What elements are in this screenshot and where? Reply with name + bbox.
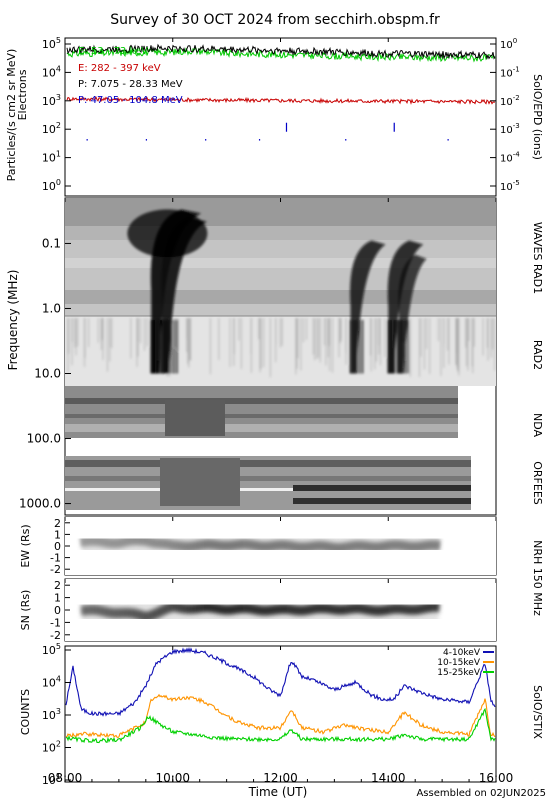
epd-ytick-label: 105 [42,36,61,51]
nrh-label: NRH 150 MHz [531,540,544,616]
orfees-stripe-1 [65,460,471,467]
orfees-label: ORFEES [531,461,544,505]
nrh-ytick-label: 2 [54,579,61,592]
rad2-label: RAD2 [531,340,544,370]
epd-ytick-label: 104 [42,64,61,79]
radio-spectrogram [65,198,496,510]
time-tick-label: 16:00 [479,771,514,785]
nda-stripe-3 [65,424,458,432]
stix-legend-2: 10-15keV [437,658,481,668]
nda-stripe-1 [65,398,458,404]
epd-y2tick-label: 10-5 [500,179,520,193]
time-tick-label: 14:00 [371,771,406,785]
radio-burst-core [127,209,208,258]
epd-y2tick-label: 100 [500,37,517,51]
stix-series-line [65,707,496,744]
epd-p2-point [145,139,148,141]
stix-instrument-label: SoIO/STIX [531,685,544,739]
nrh-ytick-label: 0 [54,540,61,553]
epd-y2tick-label: 10-4 [500,151,520,165]
epd-y2tick-label: 10-3 [500,122,520,136]
spec-ytick-label: 1.0 [42,301,61,315]
epd-ytick-label: 102 [42,121,61,136]
epd-ytick-label: 100 [42,178,61,193]
nrh-sn-ylabel: SN (Rs) [19,590,32,631]
stix-series-line [65,646,496,717]
epd-lines [66,43,496,141]
spec-ytick-label: 1000.0 [19,497,61,511]
spec-ytick-label: 0.1 [42,236,61,250]
spectrogram-ylabel: Frequency (MHz) [6,270,20,371]
stix-lines [65,646,496,744]
epd-p2-point [447,139,449,141]
x-axis-label: Time (UT) [248,785,308,799]
epd-series-line [66,96,496,105]
epd-ytick-label: 101 [42,150,61,165]
epd-legend-p1: P: 7.075 - 28.33 MeV [78,79,183,90]
nrh-sn-source-trace [80,601,440,622]
radio-burst [349,240,386,374]
stix-legend-3: 15-25keV [437,668,481,678]
stix-ytick-label: 104 [42,675,61,690]
time-tick-label: 08:00 [48,771,83,785]
epd-p2-point [86,139,88,141]
orfees-stripe-2 [65,476,471,481]
epd-p2-point [285,122,288,132]
epd-ytick-label: 103 [42,93,61,108]
stix-legend-1: 4-10keV [443,648,481,658]
stix-series-line [66,693,496,739]
epd-y2tick-label: 10-1 [500,65,520,79]
radio-bursts [67,209,496,378]
epd-p2-point [205,139,207,141]
epd-ylabel-2: Electrons [16,69,29,120]
rad1-top-band [65,198,496,226]
time-tick-label: 10:00 [155,771,190,785]
time-tick-label: 12:00 [263,771,298,785]
nrh-ew-heatmap [65,517,496,575]
nrh-ytick-label: 1 [54,528,61,541]
epd-p2-point [258,139,261,141]
nrh-ytick-label: -1 [50,552,61,565]
nda-stripe-2 [65,414,458,418]
stix-ytick-label: 103 [42,707,61,722]
nrh-ytick-label: -1 [50,616,61,629]
assembled-footer: Assembled on 02JUN2025 [416,788,546,799]
orfees-dark-stripe [293,485,471,491]
spec-ytick-label: 100.0 [27,432,61,446]
nrh-ytick-label: 0 [54,604,61,617]
nrh-sn-heatmap [65,579,496,641]
figure-title: Survey of 30 OCT 2024 from secchirh.obsp… [110,12,440,28]
epd-p2-point [393,122,395,132]
nrh-ew-halo [79,525,442,563]
stix-ytick-label: 102 [42,740,61,755]
epd-panel-frame [64,37,497,197]
stix-ylabel: COUNTS [19,689,32,735]
nda-label: NDA [531,413,544,438]
epd-series-line [66,43,496,60]
nrh-ytick-label: -2 [50,629,61,642]
nrh-ytick-label: -2 [50,563,61,576]
epd-legend-e1: E: 53 - 73 keV [78,46,148,57]
rad1-band-4 [65,290,496,304]
nrh-ytick-label: 2 [54,517,61,530]
epd-legend-p2: P: 47.05 - 104.8 MeV [78,95,183,106]
stix-panel-frame [64,645,497,783]
epd-legend-e2: E: 282 - 397 keV [78,63,161,74]
epd-p2-point [345,139,347,141]
waves-label: WAVES RAD1 [531,222,544,294]
orfees-burst-patch [160,458,240,506]
nrh-ytick-label: 1 [54,592,61,605]
epd-ylabel: Particles/(s cm2 sr MeV) [5,49,18,182]
nda-burst-patch [165,400,225,436]
radio-burst [387,240,424,374]
nrh-ew-ylabel: EW (Rs) [19,524,32,567]
stix-ytick-label: 105 [42,642,61,657]
orfees-dark-stripe-2 [293,498,471,504]
rad1-band-3 [65,258,496,268]
spec-ytick-label: 10.0 [34,367,61,381]
epd-instrument-label: SolO/EPD (ions) [531,74,544,160]
epd-y2tick-label: 10-2 [500,94,520,108]
